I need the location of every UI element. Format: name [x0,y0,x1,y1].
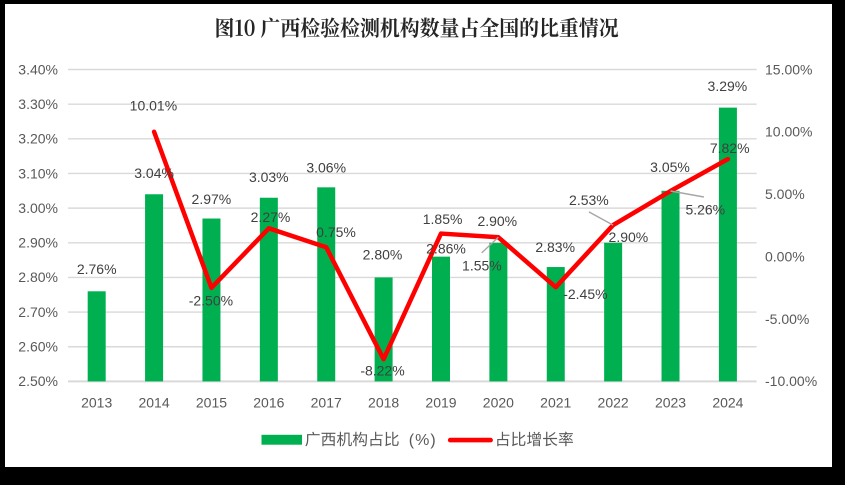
svg-text:2016: 2016 [253,394,284,410]
svg-text:15.00%: 15.00% [765,61,812,77]
svg-text:2017: 2017 [311,394,342,410]
svg-text:2.76%: 2.76% [77,261,117,277]
svg-text:3.03%: 3.03% [249,169,289,185]
svg-text:2023: 2023 [655,394,686,410]
svg-text:-2.45%: -2.45% [563,286,607,302]
svg-text:2.80%: 2.80% [18,269,58,285]
svg-text:2.97%: 2.97% [192,191,232,207]
svg-text:2.53%: 2.53% [569,192,609,208]
svg-text:2.90%: 2.90% [18,235,58,251]
svg-text:5.00%: 5.00% [765,186,805,202]
svg-text:3.04%: 3.04% [134,165,174,181]
svg-text:3.29%: 3.29% [708,78,748,94]
svg-text:3.30%: 3.30% [18,96,58,112]
svg-text:3.06%: 3.06% [306,159,346,175]
svg-text:(%): (%) [409,432,437,449]
svg-text:3.05%: 3.05% [650,159,690,175]
svg-text:2.86%: 2.86% [426,241,466,257]
svg-text:2.70%: 2.70% [18,304,58,320]
svg-text:3.20%: 3.20% [18,131,58,147]
svg-text:-5.00%: -5.00% [765,311,809,327]
svg-text:2.80%: 2.80% [363,247,403,263]
svg-text:1.55%: 1.55% [462,257,502,273]
svg-text:-10.00%: -10.00% [765,373,817,389]
svg-text:2.90%: 2.90% [609,229,649,245]
svg-text:2.27%: 2.27% [251,209,291,225]
svg-text:2014: 2014 [138,394,169,410]
svg-text:-2.50%: -2.50% [189,292,233,308]
svg-text:2.83%: 2.83% [535,239,575,255]
svg-text:7.82%: 7.82% [710,140,750,156]
svg-text:2.60%: 2.60% [18,339,58,355]
svg-text:2019: 2019 [425,394,456,410]
svg-text:0.75%: 0.75% [316,224,356,240]
svg-text:10.00%: 10.00% [765,124,812,140]
svg-text:0.00%: 0.00% [765,248,805,264]
svg-text:2018: 2018 [368,394,399,410]
svg-text:1.85%: 1.85% [423,211,463,227]
svg-text:2022: 2022 [598,394,629,410]
svg-text:3.10%: 3.10% [18,165,58,181]
svg-text:2013: 2013 [81,394,112,410]
svg-text:2021: 2021 [540,394,571,410]
svg-text:3.40%: 3.40% [18,61,58,77]
svg-text:2020: 2020 [483,394,514,410]
svg-text:10.01%: 10.01% [130,98,177,114]
svg-text:2.50%: 2.50% [18,373,58,389]
svg-text:2024: 2024 [712,394,743,410]
svg-text:2.90%: 2.90% [477,213,517,229]
svg-text:2015: 2015 [196,394,227,410]
svg-text:3.00%: 3.00% [18,200,58,216]
svg-text:5.26%: 5.26% [685,202,725,218]
svg-text:-8.22%: -8.22% [360,363,404,379]
